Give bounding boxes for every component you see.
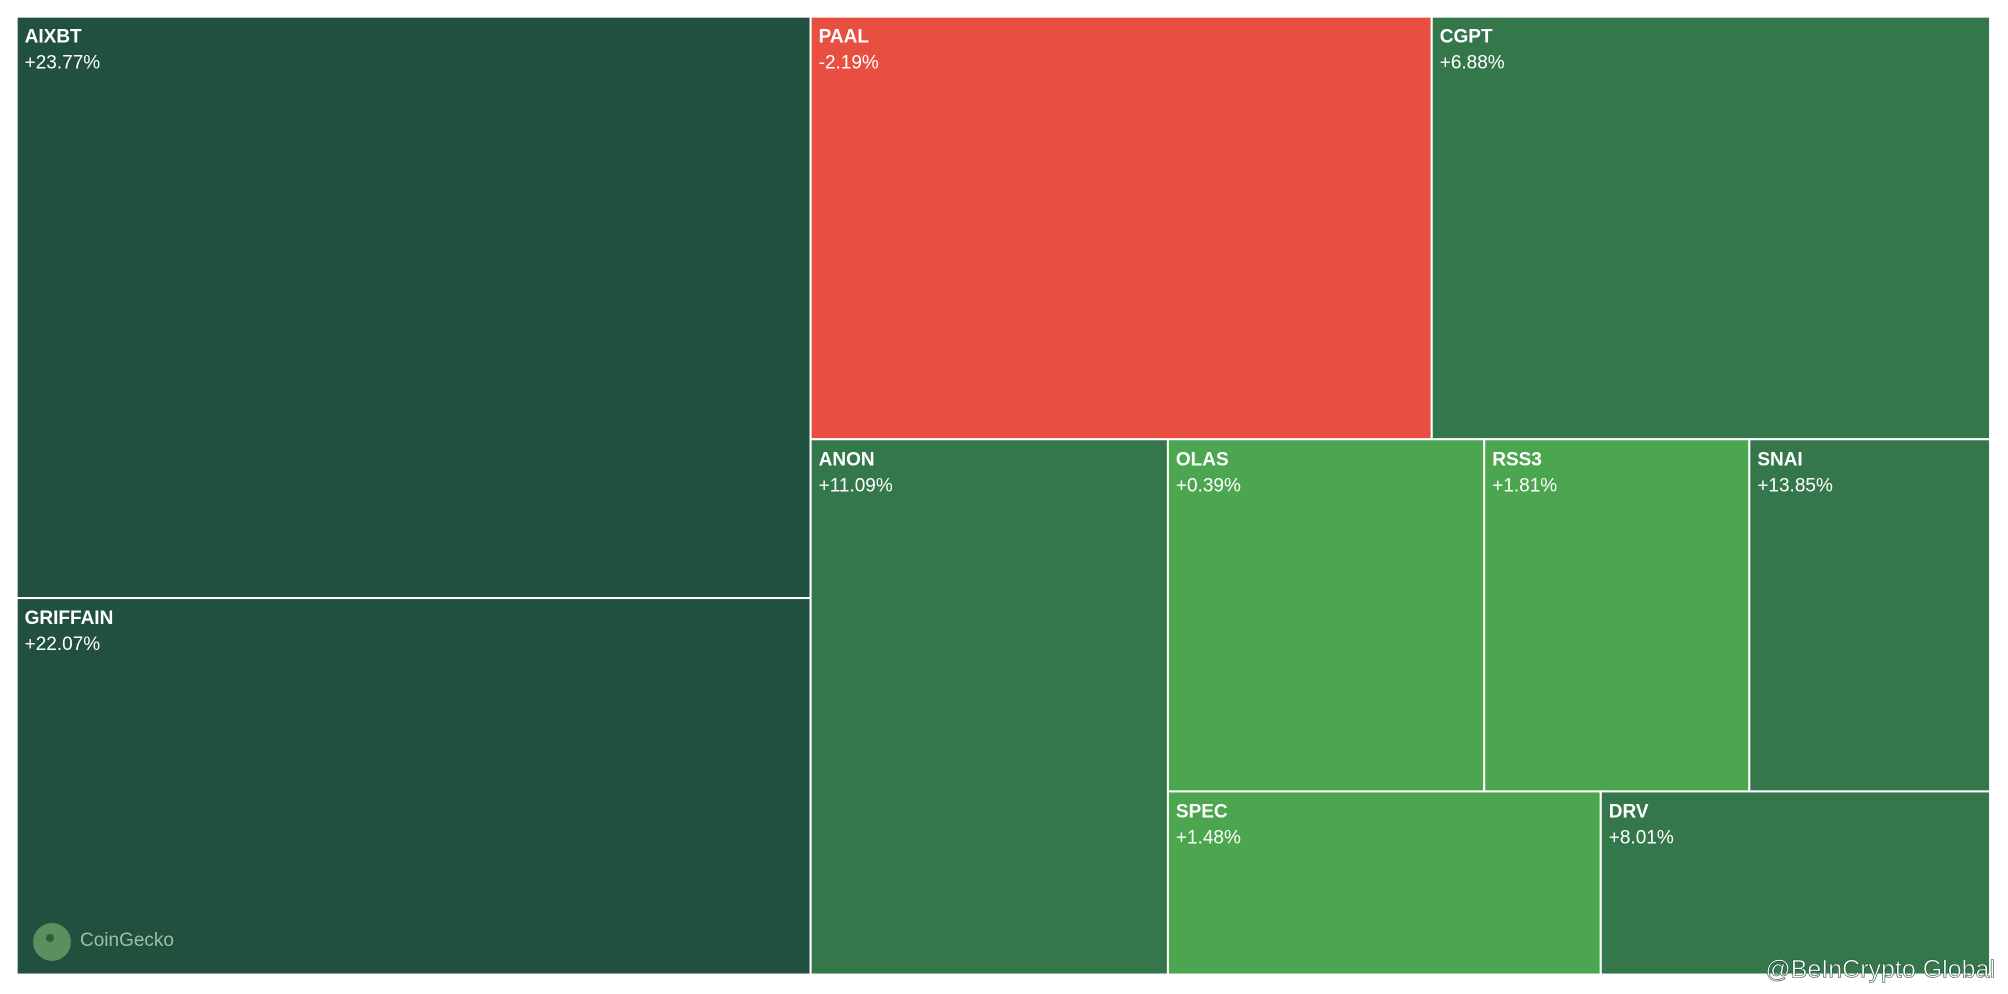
tile-value: +22.07%	[25, 634, 101, 655]
tile	[809, 438, 1169, 976]
tile-name: DRV	[1609, 801, 1649, 822]
tile	[15, 597, 812, 976]
coingecko-eye	[46, 934, 54, 942]
tile	[809, 15, 1433, 441]
tile-value: -2.19%	[819, 53, 879, 74]
tile-name: SPEC	[1176, 801, 1228, 822]
tile	[1430, 15, 1992, 441]
tile	[1166, 790, 1602, 976]
tile	[1599, 790, 1992, 976]
coingecko-logo	[33, 923, 71, 961]
tile-name: GRIFFAIN	[25, 608, 114, 629]
tile	[1483, 438, 1751, 793]
tile-value: +23.77%	[25, 53, 101, 74]
tile-name: SNAI	[1757, 449, 1802, 470]
tile-name: AIXBT	[25, 27, 82, 48]
tile-value: +6.88%	[1440, 53, 1505, 74]
tile-name: CGPT	[1440, 27, 1493, 48]
tile-value: +8.01%	[1609, 827, 1674, 848]
tile-value: +0.39%	[1176, 475, 1241, 496]
tile-name: PAAL	[819, 27, 870, 48]
tiles: AIXBT +23.77% GRIFFAIN +22.07% PAAL -2.19% CGP…	[15, 15, 1992, 976]
coingecko-watermark: CoinGecko	[33, 923, 174, 961]
tile	[1166, 438, 1486, 793]
watermark-text: CoinGecko	[80, 930, 174, 951]
tile-name: RSS3	[1492, 449, 1542, 470]
tile-value: +11.09%	[819, 475, 893, 496]
tile-value: +1.81%	[1492, 475, 1557, 496]
credit-watermark: @BeInCrypto Global	[1765, 956, 1995, 984]
tile-value: +13.85%	[1757, 475, 1833, 496]
tile-value: +1.48%	[1176, 827, 1241, 848]
tile-name: OLAS	[1176, 449, 1229, 470]
tile	[1748, 438, 1992, 793]
tile-name: ANON	[819, 449, 875, 470]
tile	[15, 15, 812, 600]
